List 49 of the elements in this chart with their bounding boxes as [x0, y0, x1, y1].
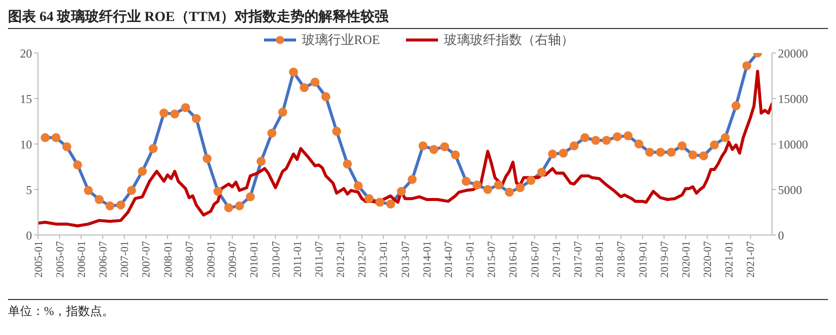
x-tick-label: 2011-01 [292, 241, 304, 278]
x-tick-label: 2007-01 [119, 241, 132, 278]
x-tick-label: 2013-01 [378, 241, 390, 278]
x-tick-label: 2018-01 [594, 241, 606, 278]
x-tick-label: 2020-07 [702, 240, 714, 278]
x-tick-label: 2015-07 [486, 240, 498, 278]
y-tick-label: 15 [20, 92, 32, 106]
chart-title: 图表 64 玻璃玻纤行业 ROE（TTM）对指数走势的解释性较强 [8, 8, 828, 29]
x-tick-label: 2005-07 [54, 240, 66, 278]
y-tick-label: 0 [26, 228, 32, 242]
x-tick-label: 2017-07 [572, 240, 585, 278]
x-tick-label: 2015-01 [464, 241, 477, 278]
x-tick-label: 2016-01 [508, 241, 520, 278]
x-tick-label: 2009-01 [206, 241, 218, 278]
x-tick-label: 2019-01 [637, 241, 650, 278]
x-tick-label: 2011-07 [313, 240, 326, 278]
x-tick-label: 2012-01 [335, 241, 348, 278]
x-tick-label: 2005-01 [32, 241, 45, 278]
x-tick-label: 2017-01 [550, 241, 563, 278]
x-tick-label: 2021-07 [745, 240, 758, 278]
y-tick-label: 5 [26, 182, 32, 197]
x-tick-label: 2010-07 [270, 240, 282, 278]
x-tick-label: 2021-01 [724, 241, 736, 278]
x-tick-label: 2006-01 [76, 241, 88, 278]
text: 单位：%，指数点。 [8, 304, 114, 318]
x-tick-label: 2019-07 [658, 240, 671, 278]
x-tick-label: 2007-07 [140, 240, 153, 278]
legend-label: 玻璃行业ROE [301, 31, 380, 49]
x-tick-label: 2014-07 [442, 240, 455, 278]
y2-tick-label: 20000 [778, 46, 808, 60]
x-tick-label: 2013-07 [400, 240, 412, 278]
legend-label: 玻璃玻纤指数（右轴） [443, 31, 574, 49]
x-tick-label: 2018-07 [616, 240, 628, 278]
x-tick-label: 2008-07 [184, 240, 196, 278]
x-tick-label: 2008-01 [162, 241, 174, 278]
y2-tick-label: 10000 [778, 137, 808, 152]
x-tick-label: 2014-01 [421, 241, 434, 278]
x-tick-label: 2012-07 [356, 240, 369, 278]
x-tick-label: 2009-07 [227, 240, 240, 278]
y2-tick-label: 0 [778, 228, 784, 242]
y2-tick-label: 15000 [778, 92, 808, 106]
x-tick-label: 2006-07 [98, 240, 110, 278]
line-series [38, 70, 772, 228]
x-tick-label: 2020-01 [680, 241, 692, 278]
x-tick-label: 2010-01 [248, 241, 261, 278]
x-tick-label: 2016-07 [529, 240, 542, 278]
y-tick-label: 20 [20, 46, 32, 60]
y-tick-label: 10 [20, 137, 32, 152]
y2-tick-label: 5000 [778, 182, 802, 197]
